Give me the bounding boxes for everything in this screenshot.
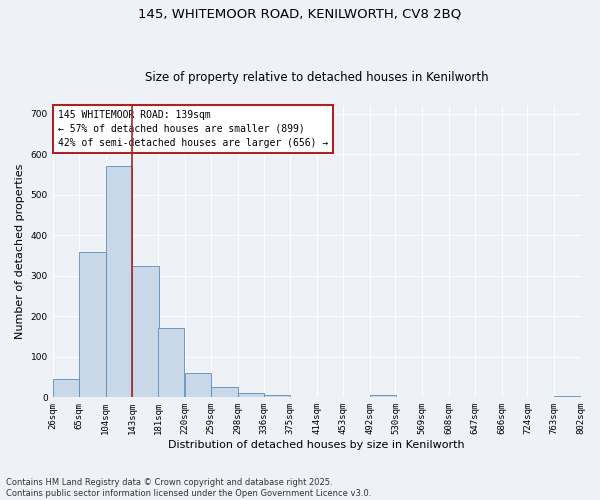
Bar: [185, 372, 211, 398]
Text: Contains HM Land Registry data © Crown copyright and database right 2025.
Contai: Contains HM Land Registry data © Crown c…: [6, 478, 371, 498]
Y-axis label: Number of detached properties: Number of detached properties: [15, 164, 25, 339]
Bar: [158, 328, 184, 398]
X-axis label: Distribution of detached houses by size in Kenilworth: Distribution of detached houses by size …: [168, 440, 465, 450]
Text: 145 WHITEMOOR ROAD: 139sqm
← 57% of detached houses are smaller (899)
42% of sem: 145 WHITEMOOR ROAD: 139sqm ← 57% of deta…: [58, 110, 328, 148]
Bar: [554, 396, 580, 398]
Bar: [263, 395, 290, 398]
Bar: [106, 166, 132, 398]
Title: Size of property relative to detached houses in Kenilworth: Size of property relative to detached ho…: [145, 70, 488, 84]
Bar: [211, 387, 238, 398]
Bar: [370, 396, 396, 398]
Bar: [79, 252, 106, 398]
Bar: [53, 378, 79, 398]
Text: 145, WHITEMOOR ROAD, KENILWORTH, CV8 2BQ: 145, WHITEMOOR ROAD, KENILWORTH, CV8 2BQ: [139, 8, 461, 20]
Bar: [133, 266, 158, 398]
Bar: [238, 393, 264, 398]
